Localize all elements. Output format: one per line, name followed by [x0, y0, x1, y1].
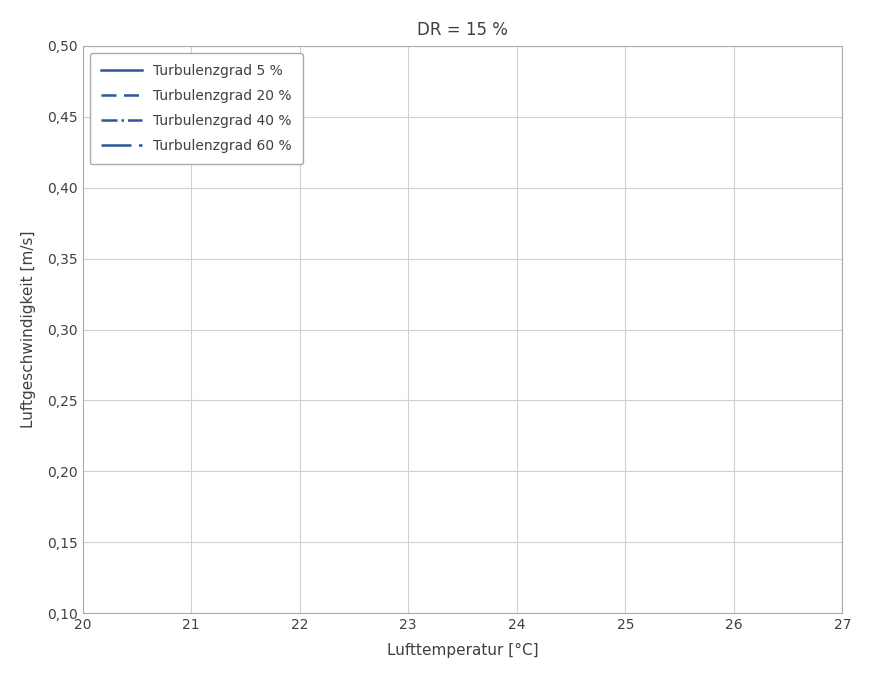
Legend: Turbulenzgrad 5 %, Turbulenzgrad 20 %, Turbulenzgrad 40 %, Turbulenzgrad 60 %: Turbulenzgrad 5 %, Turbulenzgrad 20 %, T…: [90, 53, 303, 164]
Title: DR = 15 %: DR = 15 %: [417, 21, 508, 39]
Y-axis label: Luftgeschwindigkeit [m/s]: Luftgeschwindigkeit [m/s]: [21, 231, 36, 428]
X-axis label: Lufttemperatur [°C]: Lufttemperatur [°C]: [386, 643, 538, 658]
